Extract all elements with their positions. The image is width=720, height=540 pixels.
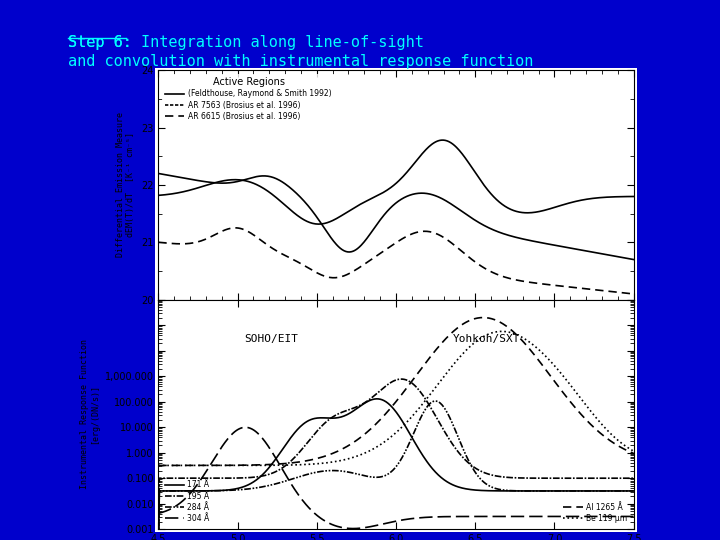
Line: (Feldthouse, Raymond & Smith 1992): (Feldthouse, Raymond & Smith 1992) [158, 140, 634, 224]
(Feldthouse, Raymond & Smith 1992) [381, 188, 390, 194]
(Feldthouse, Raymond & Smith 1992) [438, 137, 447, 143]
(Feldthouse, Raymond & Smith 1992) [384, 186, 392, 193]
AR 6615 (Brosius et al. 1996) [629, 291, 638, 297]
Text: Step 6:: Step 6: [68, 35, 132, 50]
Y-axis label: Differential Emission Measure
dEM(T)/dT  [K⁻¹ cm⁻⁵]: Differential Emission Measure dEM(T)/dT … [116, 112, 135, 258]
AR 7563 (Brosius et al. 1996) [154, 170, 163, 177]
Y-axis label: Instrumental Response Function
[erg/(DN/s)]: Instrumental Response Function [erg/(DN/… [80, 340, 99, 489]
Line: AR 7563 (Brosius et al. 1996): AR 7563 (Brosius et al. 1996) [158, 173, 634, 260]
AR 6615 (Brosius et al. 1996) [544, 281, 553, 288]
Legend: Al 1265 Å, Be 119 μm: Al 1265 Å, Be 119 μm [561, 501, 630, 525]
(Feldthouse, Raymond & Smith 1992) [438, 137, 446, 143]
(Feldthouse, Raymond & Smith 1992) [620, 193, 629, 200]
AR 6615 (Brosius et al. 1996) [381, 247, 390, 253]
AR 6615 (Brosius et al. 1996) [618, 289, 627, 296]
(Feldthouse, Raymond & Smith 1992) [412, 157, 420, 164]
(Feldthouse, Raymond & Smith 1992) [314, 221, 323, 227]
AR 6615 (Brosius et al. 1996) [231, 225, 240, 231]
AR 6615 (Brosius et al. 1996) [438, 233, 446, 240]
Text: SOHO/EIT: SOHO/EIT [244, 334, 298, 344]
Text: Step 6: Integration along line-of-sight: Step 6: Integration along line-of-sight [68, 35, 424, 50]
AR 7563 (Brosius et al. 1996) [629, 256, 638, 263]
Legend: (Feldthouse, Raymond & Smith 1992), AR 7563 (Brosius et al. 1996), AR 6615 (Bros: (Feldthouse, Raymond & Smith 1992), AR 7… [162, 74, 335, 124]
(Feldthouse, Raymond & Smith 1992) [629, 193, 638, 200]
AR 6615 (Brosius et al. 1996) [154, 239, 163, 246]
AR 7563 (Brosius et al. 1996) [411, 191, 420, 197]
Text: and convolution with instrumental response function: and convolution with instrumental respon… [68, 54, 534, 69]
AR 7563 (Brosius et al. 1996) [379, 212, 388, 218]
AR 7563 (Brosius et al. 1996) [437, 195, 446, 201]
AR 7563 (Brosius et al. 1996) [544, 241, 552, 247]
Text: Yohkoh/SXT: Yohkoh/SXT [453, 334, 521, 344]
AR 6615 (Brosius et al. 1996) [384, 245, 392, 252]
Line: AR 6615 (Brosius et al. 1996): AR 6615 (Brosius et al. 1996) [158, 228, 634, 294]
(Feldthouse, Raymond & Smith 1992) [546, 206, 554, 212]
AR 7563 (Brosius et al. 1996) [382, 208, 391, 215]
AR 6615 (Brosius et al. 1996) [412, 229, 420, 235]
(Feldthouse, Raymond & Smith 1992) [154, 192, 163, 199]
AR 7563 (Brosius et al. 1996) [618, 254, 626, 261]
